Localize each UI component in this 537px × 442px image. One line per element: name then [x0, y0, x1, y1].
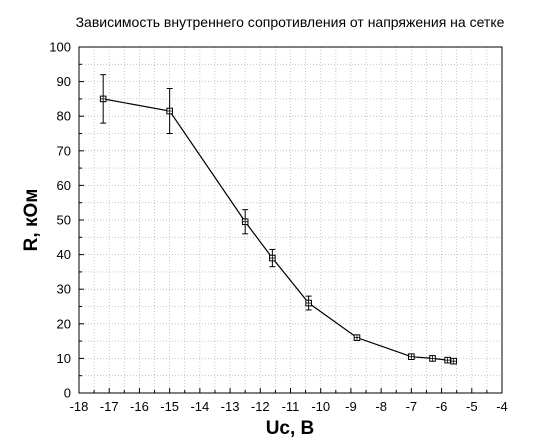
x-tick-label: -9 — [345, 399, 357, 414]
x-tick-label: -4 — [496, 399, 508, 414]
y-tick-label: 0 — [64, 386, 71, 401]
x-tick-label: -10 — [311, 399, 330, 414]
x-tick-label: -13 — [221, 399, 240, 414]
x-tick-label: -5 — [466, 399, 478, 414]
x-tick-label: -12 — [251, 399, 270, 414]
y-axis-label: R, кОм — [21, 189, 42, 252]
y-tick-label: 10 — [57, 351, 71, 366]
x-tick-label: -11 — [282, 399, 300, 414]
y-tick-label: 20 — [57, 316, 71, 331]
x-tick-label: -16 — [130, 399, 149, 414]
x-tick-label: -17 — [100, 399, 119, 414]
y-tick-label: 60 — [57, 178, 71, 193]
x-tick-label: -18 — [70, 399, 89, 414]
x-axis-label: Uc, В — [266, 418, 315, 439]
axis-ticks: -18 -17 -16 -15 -14 -13 -12 -11 -10 -9 -8 -7 -6 -5 -4 0… — [49, 40, 507, 415]
chart-title: Зависимость внутреннего сопротивления от… — [76, 14, 505, 30]
y-tick-label: 70 — [57, 143, 71, 158]
x-tick-label: -15 — [160, 399, 179, 414]
data-series — [99, 74, 457, 365]
grid — [79, 47, 502, 393]
series-line — [103, 98, 454, 362]
y-tick-label: 90 — [57, 74, 71, 89]
x-tick-label: -7 — [406, 399, 418, 414]
y-tick-label: 100 — [49, 40, 71, 55]
x-tick-label: -14 — [190, 399, 209, 414]
x-tick-label: -6 — [436, 399, 448, 414]
x-tick-label: -8 — [375, 399, 387, 414]
y-tick-label: 30 — [57, 282, 71, 297]
y-tick-label: 50 — [57, 213, 71, 228]
y-tick-label: 80 — [57, 109, 71, 124]
y-tick-label: 40 — [57, 247, 71, 262]
